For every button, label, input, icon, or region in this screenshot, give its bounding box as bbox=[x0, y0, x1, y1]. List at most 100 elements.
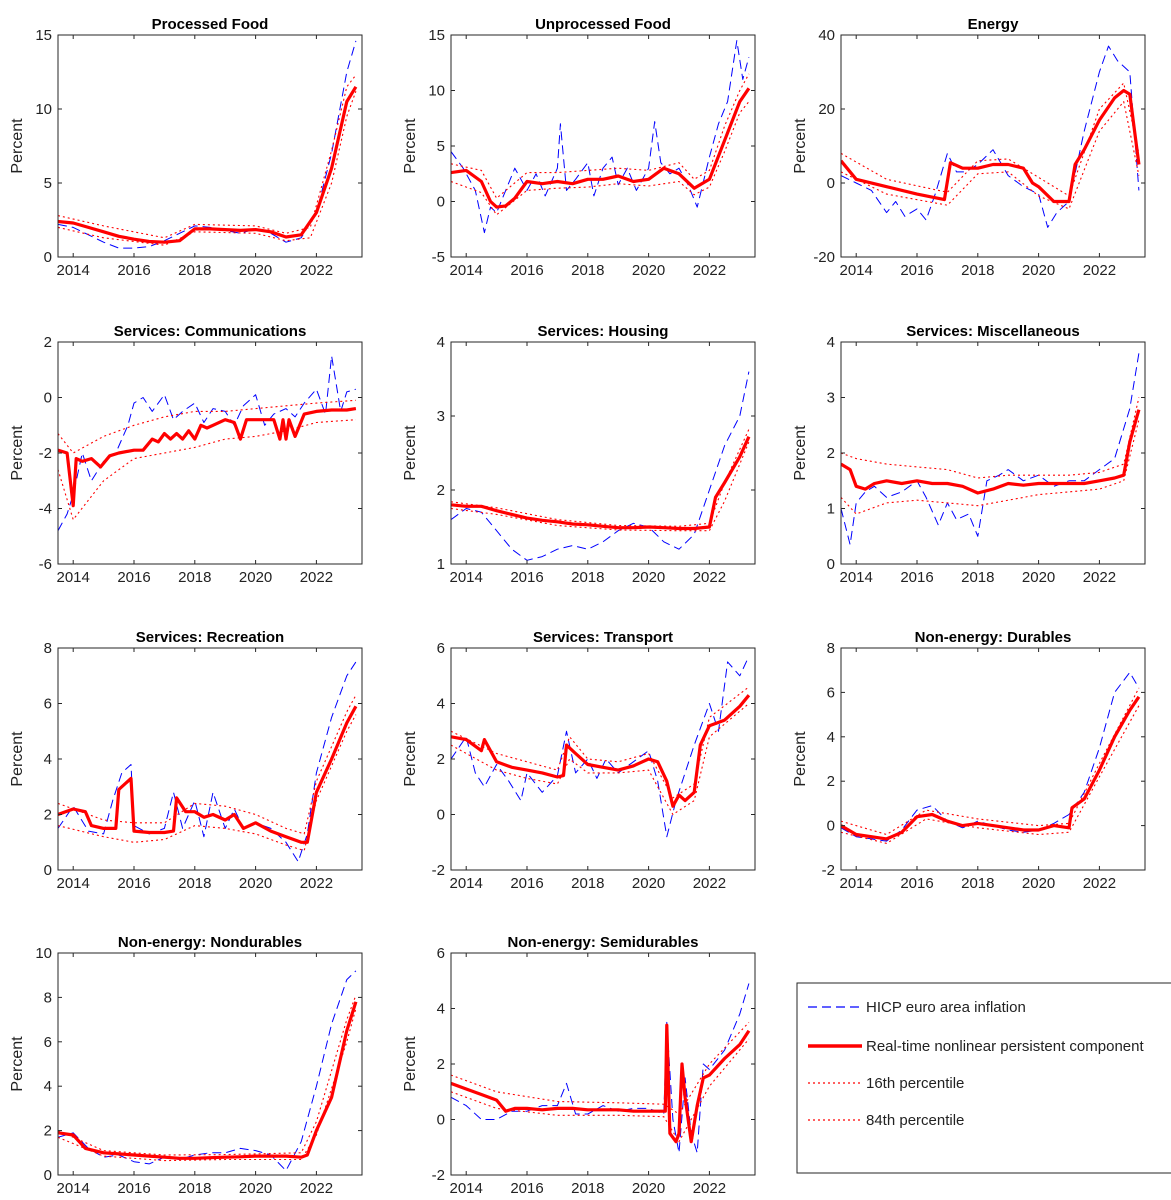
y-axis-label: Percent bbox=[402, 118, 419, 174]
series-group bbox=[451, 371, 751, 561]
chart-panel: 0 2 4 6 8 10 2014 2016 2018 2020 2022 Non-energy: N… bbox=[9, 934, 363, 1197]
y-tick-label: 4 bbox=[827, 334, 835, 351]
y-axis-label: Percent bbox=[402, 1036, 419, 1092]
axes-box bbox=[450, 34, 756, 258]
x-tick-label: 2020 bbox=[239, 569, 272, 586]
x-tick-label: 2022 bbox=[1083, 569, 1116, 586]
y-tick-label: 4 bbox=[437, 334, 445, 351]
chart-panel: 0 1 2 3 4 2014 2016 2018 2020 2022 Services: Misce… bbox=[792, 323, 1146, 586]
x-tick-label: 2016 bbox=[117, 569, 150, 586]
chart-panel: 0 5 10 15 2014 2016 2018 2020 2022 Processed Food… bbox=[9, 16, 363, 279]
persistent-series-line bbox=[58, 705, 358, 844]
persistent-series-line bbox=[58, 407, 357, 508]
hicp-series-line bbox=[451, 371, 750, 561]
x-tick-label: 2020 bbox=[632, 569, 665, 586]
p16-series-line bbox=[451, 441, 750, 532]
x-tick-label: 2022 bbox=[300, 1180, 333, 1197]
hicp-series-line bbox=[451, 40, 750, 234]
chart-panel: -2 0 2 4 6 2014 2016 2018 2020 2022 Services: Tran… bbox=[402, 629, 756, 892]
y-tick-label: 6 bbox=[437, 945, 445, 962]
x-tick-label: 2014 bbox=[450, 875, 483, 892]
x-tick-label: 2016 bbox=[900, 875, 933, 892]
axes-box bbox=[840, 34, 1146, 258]
axes-box bbox=[57, 952, 363, 1176]
y-tick-label: 15 bbox=[428, 27, 445, 44]
y-tick-label: -4 bbox=[39, 501, 52, 518]
y-tick-label: 6 bbox=[827, 684, 835, 701]
p84-series-line bbox=[58, 694, 357, 835]
y-tick-label: 0 bbox=[827, 175, 835, 192]
persistent-series-line bbox=[841, 695, 1141, 841]
x-tick-label: 2014 bbox=[450, 262, 483, 279]
x-tick-label: 2020 bbox=[239, 875, 272, 892]
x-tick-label: 2018 bbox=[178, 875, 211, 892]
p16-series-line bbox=[58, 714, 357, 852]
hicp-series-line bbox=[841, 671, 1140, 842]
chart-title: Services: Housing bbox=[538, 323, 669, 340]
hicp-series-line bbox=[841, 353, 1140, 546]
x-tick-label: 2022 bbox=[693, 262, 726, 279]
x-tick-label: 2016 bbox=[510, 569, 543, 586]
y-tick-label: 6 bbox=[437, 640, 445, 657]
legend-box bbox=[796, 982, 1171, 1174]
x-tick-label: 2016 bbox=[117, 875, 150, 892]
p16-series-line bbox=[58, 419, 356, 521]
legend-hicp-label: HICP euro area inflation bbox=[866, 999, 1026, 1016]
p16-series-line bbox=[841, 705, 1140, 844]
y-axis-label: Percent bbox=[9, 118, 26, 174]
chart-panel: -20 0 20 40 2014 2016 2018 2020 2022 Energy Percen… bbox=[792, 16, 1146, 279]
x-tick-label: 2020 bbox=[1022, 569, 1055, 586]
x-tick-label: 2020 bbox=[239, 1180, 272, 1197]
x-tick-label: 2014 bbox=[840, 569, 873, 586]
y-tick-label: 8 bbox=[44, 989, 52, 1006]
y-tick-label: 2 bbox=[827, 773, 835, 790]
legend-16th-label: 16th percentile bbox=[866, 1075, 964, 1092]
x-tick-label: 2018 bbox=[961, 262, 994, 279]
persistent-series-line bbox=[58, 1001, 358, 1160]
y-tick-label: 2 bbox=[44, 334, 52, 351]
axes-box bbox=[57, 34, 363, 258]
y-tick-label: 8 bbox=[44, 640, 52, 657]
chart-panel: -2 0 2 4 6 8 2014 2016 2018 2020 2022 Non-energy: D… bbox=[792, 629, 1146, 892]
persistent-series-line bbox=[841, 88, 1141, 204]
chart-title: Non-energy: Nondurables bbox=[118, 934, 302, 951]
y-axis-label: Percent bbox=[402, 731, 419, 787]
y-tick-label: 0 bbox=[44, 249, 52, 266]
y-tick-label: 6 bbox=[44, 1034, 52, 1051]
x-tick-label: 2016 bbox=[510, 262, 543, 279]
p16-series-line bbox=[451, 703, 750, 816]
axes-box bbox=[450, 341, 756, 565]
y-tick-label: 4 bbox=[437, 696, 445, 713]
chart-panel: -6 -4 -2 0 2 2014 2016 2018 2020 2022 Services: Co… bbox=[9, 323, 363, 586]
x-tick-label: 2018 bbox=[571, 569, 604, 586]
p84-series-line bbox=[58, 74, 357, 239]
chart-panel: 0 2 4 6 8 2014 2016 2018 2020 2022 Services: Recre… bbox=[9, 629, 363, 892]
chart-panel: -2 0 2 4 6 2014 2016 2018 2020 2022 Non-energy: Se… bbox=[402, 934, 756, 1197]
y-axis-label: Percent bbox=[9, 731, 26, 787]
x-tick-label: 2016 bbox=[510, 875, 543, 892]
chart-panel: -5 0 5 10 15 2014 2016 2018 2020 2022 Unprocessed … bbox=[402, 16, 756, 279]
x-tick-label: 2022 bbox=[693, 875, 726, 892]
y-tick-label: -2 bbox=[432, 862, 445, 879]
y-tick-label: 40 bbox=[818, 27, 835, 44]
y-tick-label: 10 bbox=[35, 945, 52, 962]
y-tick-label: 2 bbox=[44, 1123, 52, 1140]
x-tick-label: 2018 bbox=[571, 1180, 604, 1197]
hicp-series-line bbox=[58, 970, 357, 1172]
y-tick-label: 0 bbox=[44, 1167, 52, 1184]
chart-title: Non-energy: Semidurables bbox=[508, 934, 699, 951]
x-tick-label: 2018 bbox=[961, 875, 994, 892]
persistent-series-line bbox=[451, 436, 751, 531]
chart-title: Processed Food bbox=[152, 16, 269, 33]
x-tick-label: 2016 bbox=[117, 262, 150, 279]
x-tick-label: 2018 bbox=[571, 875, 604, 892]
hicp-series-line bbox=[841, 45, 1140, 228]
y-axis-label: Percent bbox=[402, 425, 419, 481]
p16-series-line bbox=[58, 1008, 357, 1162]
y-tick-label: 2 bbox=[437, 1056, 445, 1073]
series-group bbox=[841, 353, 1141, 546]
x-tick-label: 2022 bbox=[1083, 875, 1116, 892]
y-tick-label: 3 bbox=[827, 390, 835, 407]
series-group bbox=[841, 671, 1141, 844]
